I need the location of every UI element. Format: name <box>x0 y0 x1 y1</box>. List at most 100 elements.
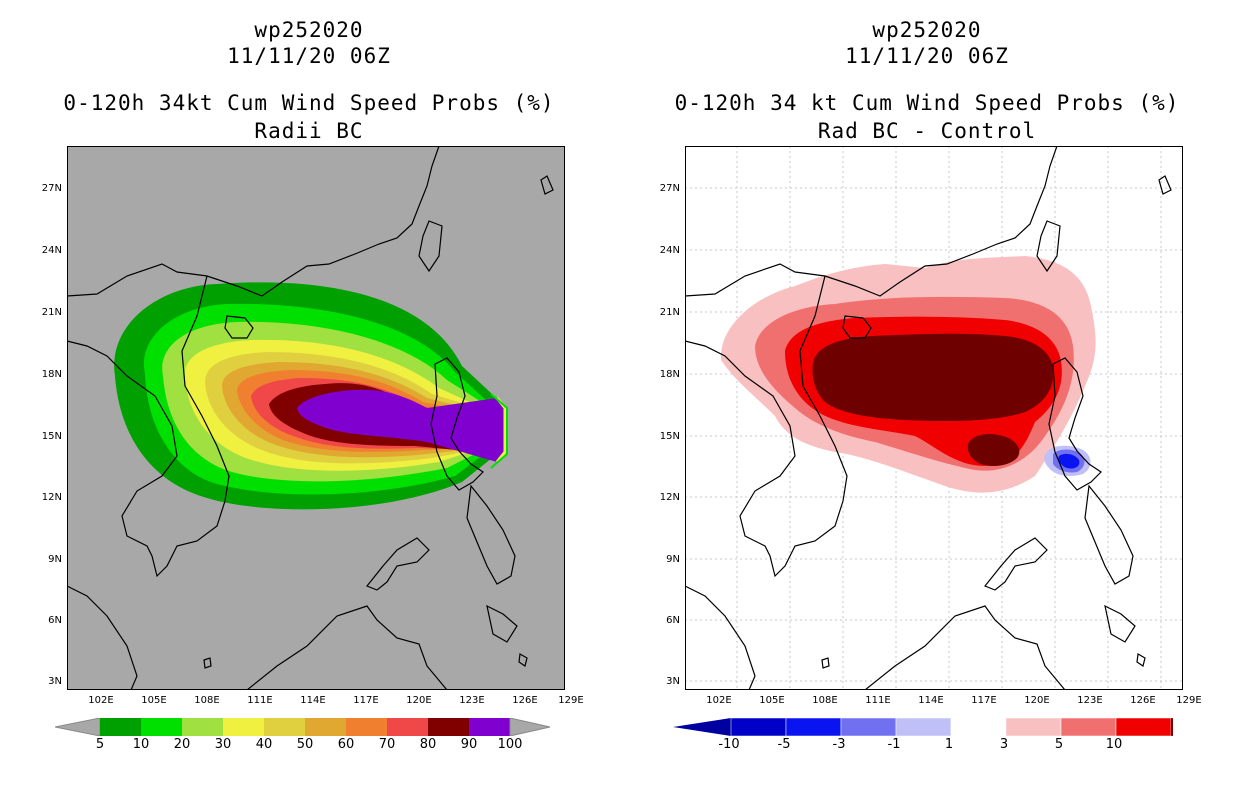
right-subtitle: Rad BC - Control <box>817 119 1037 143</box>
colorbar-swatch <box>730 718 787 736</box>
right-difference-contours <box>720 256 1096 493</box>
colorbar-swatch <box>1115 718 1172 736</box>
colorbar-label: 80 <box>419 737 437 752</box>
diff-gt10-south <box>967 434 1020 466</box>
lon-label: 108E <box>194 695 220 706</box>
colorbar-label: 70 <box>378 737 396 752</box>
lon-label: 123E <box>459 695 485 706</box>
right-colorbar <box>673 718 1173 736</box>
colorbar-swatch <box>387 718 428 736</box>
right-difference-map <box>685 146 1183 690</box>
colorbar-label: 60 <box>337 737 355 752</box>
colorbar-label: -5 <box>777 737 791 752</box>
colorbar-label: 100 <box>497 737 523 752</box>
colorbar-swatch <box>346 718 387 736</box>
colorbar-label: 10 <box>132 737 150 752</box>
lat-label: 6N <box>48 615 62 626</box>
colorbar-swatch <box>469 718 510 736</box>
left-colorbar <box>55 718 551 736</box>
left-datetime: 11/11/20 06Z <box>227 44 391 68</box>
lat-label: 6N <box>666 615 680 626</box>
colorbar-swatch <box>305 718 346 736</box>
lon-label: 129E <box>1176 695 1202 706</box>
left-coastlines <box>67 146 554 690</box>
colorbar-label: 1 <box>944 737 954 752</box>
lat-label: 12N <box>41 492 62 503</box>
colorbar-over-arrow <box>1171 718 1173 736</box>
right-product-title: 0-120h 34 kt Cum Wind Speed Probs (%) <box>674 91 1180 115</box>
left-probability-contours <box>114 282 508 510</box>
lat-label: 3N <box>666 676 680 687</box>
lon-label: 102E <box>706 695 732 706</box>
colorbar-label: -10 <box>718 737 740 752</box>
colorbar-label: 50 <box>296 737 314 752</box>
lat-label: 18N <box>41 369 62 380</box>
lat-label: 21N <box>41 307 62 318</box>
colorbar-under-arrow <box>673 718 731 736</box>
colorbar-swatch <box>182 718 223 736</box>
right-panel: wp252020 11/11/20 06Z 0-120h 34 kt Cum W… <box>618 0 1236 800</box>
left-product-title: 0-120h 34kt Cum Wind Speed Probs (%) <box>63 91 555 115</box>
colorbar-label: 20 <box>173 737 191 752</box>
colorbar-swatch <box>100 718 141 736</box>
lon-label: 129E <box>558 695 584 706</box>
colorbar-label: 3 <box>999 737 1009 752</box>
lon-label: 120E <box>1024 695 1050 706</box>
colorbar-label: 10 <box>1105 737 1123 752</box>
lon-label: 120E <box>406 695 432 706</box>
right-storm-id: wp252020 <box>872 18 982 42</box>
left-probability-map <box>67 146 565 690</box>
left-storm-id: wp252020 <box>254 18 364 42</box>
lat-label: 15N <box>41 431 62 442</box>
colorbar-label: 90 <box>460 737 478 752</box>
lat-label: 9N <box>48 554 62 565</box>
colorbar-label: -3 <box>832 737 846 752</box>
lon-label: 111E <box>247 695 273 706</box>
lon-label: 126E <box>1130 695 1156 706</box>
lat-label: 27N <box>659 183 680 194</box>
lat-label: 15N <box>659 431 680 442</box>
lon-label: 117E <box>353 695 379 706</box>
colorbar-label: -1 <box>887 737 901 752</box>
lat-label: 24N <box>659 245 680 256</box>
lon-label: 126E <box>512 695 538 706</box>
lon-label: 117E <box>971 695 997 706</box>
colorbar-swatch <box>840 718 897 736</box>
lon-label: 114E <box>300 695 326 706</box>
lon-label: 105E <box>141 695 167 706</box>
lon-label: 105E <box>759 695 785 706</box>
colorbar-swatch <box>1060 718 1117 736</box>
lat-label: 24N <box>41 245 62 256</box>
colorbar-swatch <box>141 718 182 736</box>
lon-label: 114E <box>918 695 944 706</box>
lat-label: 3N <box>48 676 62 687</box>
lat-label: 18N <box>659 369 680 380</box>
right-datetime: 11/11/20 06Z <box>845 44 1009 68</box>
lon-label: 102E <box>88 695 114 706</box>
lon-label: 123E <box>1077 695 1103 706</box>
prob-edge-green <box>490 393 508 469</box>
colorbar-label: 30 <box>214 737 232 752</box>
colorbar-label: 5 <box>1054 737 1064 752</box>
lat-label: 9N <box>666 554 680 565</box>
colorbar-swatch <box>428 718 469 736</box>
colorbar-swatch <box>785 718 842 736</box>
lat-label: 27N <box>41 183 62 194</box>
colorbar-swatch <box>264 718 305 736</box>
colorbar-swatch <box>223 718 264 736</box>
lat-label: 21N <box>659 307 680 318</box>
colorbar-under-arrow <box>55 718 101 736</box>
colorbar-label: 5 <box>95 737 105 752</box>
colorbar-over-arrow <box>509 718 551 736</box>
diff-gt10-main <box>812 333 1054 422</box>
right-coastlines <box>685 146 1172 690</box>
colorbar-swatch <box>895 718 952 736</box>
diff-neg-5-10 <box>1058 453 1080 469</box>
lat-label: 12N <box>659 492 680 503</box>
colorbar-swatch <box>1005 718 1062 736</box>
left-panel: wp252020 11/11/20 06Z 0-120h 34kt Cum Wi… <box>41 18 584 752</box>
left-subtitle: Radii BC <box>254 119 364 143</box>
prob-90 <box>297 389 505 462</box>
colorbar-swatch <box>950 718 1007 736</box>
lon-label: 111E <box>865 695 891 706</box>
